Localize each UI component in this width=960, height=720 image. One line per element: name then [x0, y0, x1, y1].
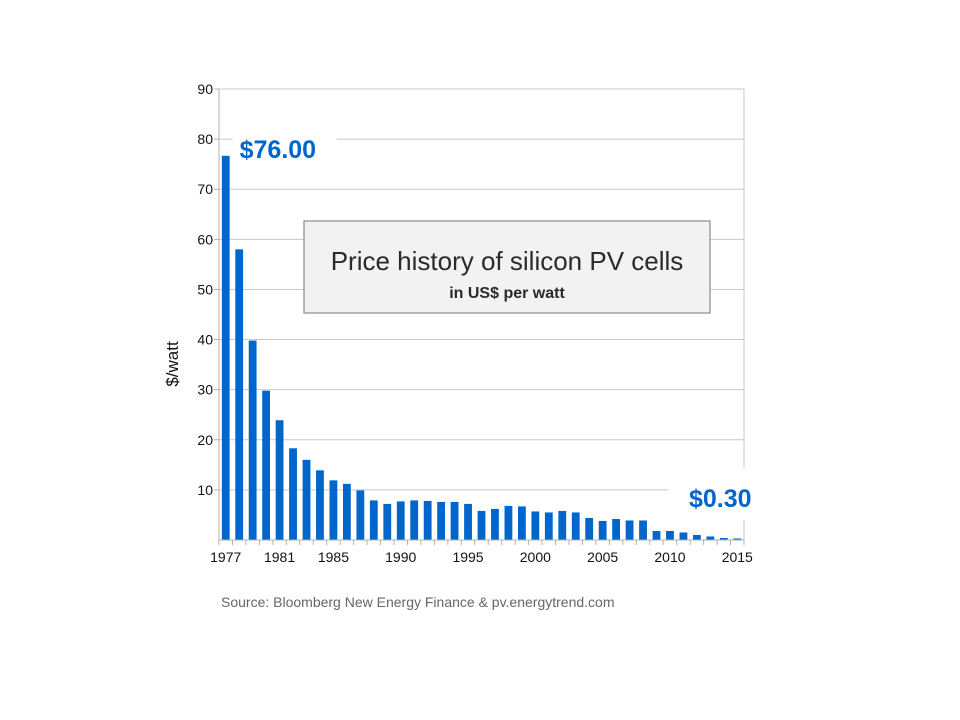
bar-1986: [342, 483, 351, 540]
bar-2010: [666, 530, 674, 540]
bar-1988: [369, 500, 378, 540]
callout-bg-end: [668, 468, 762, 520]
x-tick-label: 2015: [722, 549, 753, 565]
bar-1998: [504, 505, 513, 540]
bar-2006: [612, 518, 621, 540]
annotations: $76.00 $0.30: [232, 128, 762, 520]
bar-1996: [477, 510, 486, 540]
y-tick-label: 90: [197, 81, 213, 97]
bar-2009: [652, 530, 661, 540]
bar-1981: [275, 420, 284, 540]
y-tick-label: 80: [197, 131, 213, 147]
x-tick-label: 1985: [318, 549, 349, 565]
source-note: Source: Bloomberg New Energy Finance & p…: [221, 594, 615, 610]
x-tick-label: 2005: [587, 549, 618, 565]
x-tick-label: 2000: [520, 549, 551, 565]
bar-2012: [692, 534, 701, 540]
callout-start-price: $76.00: [240, 136, 316, 164]
y-tick-label: 30: [197, 382, 213, 398]
y-tick-label: 20: [197, 432, 213, 448]
bar-2015: [733, 538, 742, 540]
bar-1997: [491, 508, 499, 540]
bar-1982: [289, 448, 297, 540]
axes: [214, 88, 745, 545]
bar-1987: [356, 490, 365, 540]
x-tick-label: 2010: [654, 549, 685, 565]
y-axis-label: $/watt: [163, 341, 182, 387]
x-tick-label: 1981: [264, 549, 295, 565]
callout-bg-start: [232, 128, 337, 170]
x-tick-label: 1990: [385, 549, 416, 565]
y-tick-label: 70: [197, 181, 213, 197]
bar-2001: [544, 512, 553, 540]
bar-2002: [558, 510, 567, 540]
bar-1995: [464, 503, 472, 540]
bar-1993: [437, 501, 446, 540]
bar-2000: [531, 511, 540, 540]
bar-1991: [410, 500, 419, 540]
bar-2003: [571, 512, 580, 540]
bar-2011: [679, 532, 688, 540]
bar-1978: [235, 249, 244, 540]
bar-1984: [316, 470, 324, 540]
bar-1977: [221, 155, 230, 541]
y-tick-label: 60: [197, 231, 213, 247]
bar-1979: [248, 340, 257, 540]
bar-2013: [706, 536, 715, 540]
x-tick-label: 1977: [210, 549, 241, 565]
bar-2005: [598, 520, 607, 540]
chart-title: Price history of silicon PV cells: [331, 246, 684, 276]
y-tick-label: 40: [197, 332, 213, 348]
y-tick-labels: 10 20 30 40 50 60 70 80 90: [197, 81, 213, 498]
bar-1980: [262, 390, 271, 540]
bar-2007: [625, 520, 634, 540]
bar-1985: [329, 480, 338, 540]
bar-1994: [450, 501, 459, 540]
bar-2008: [639, 520, 647, 540]
y-tick-label: 10: [197, 482, 213, 498]
bar-1992: [423, 500, 432, 540]
bar-series: [221, 155, 742, 541]
x-tick-label: 1995: [452, 549, 483, 565]
bar-1990: [396, 501, 405, 540]
callout-end-price: $0.30: [689, 485, 752, 513]
y-tick-label: 50: [197, 281, 213, 297]
x-tick-labels: 1977 1981 1985 1990 1995 2000 2005 2010 2015: [210, 549, 753, 565]
bar-1999: [517, 506, 526, 540]
bar-2014: [719, 537, 728, 540]
bar-1989: [383, 503, 392, 540]
bar-2004: [585, 517, 594, 540]
title-box: [303, 220, 711, 314]
chart-subtitle: in US$ per watt: [449, 285, 565, 302]
bar-1983: [302, 459, 311, 540]
